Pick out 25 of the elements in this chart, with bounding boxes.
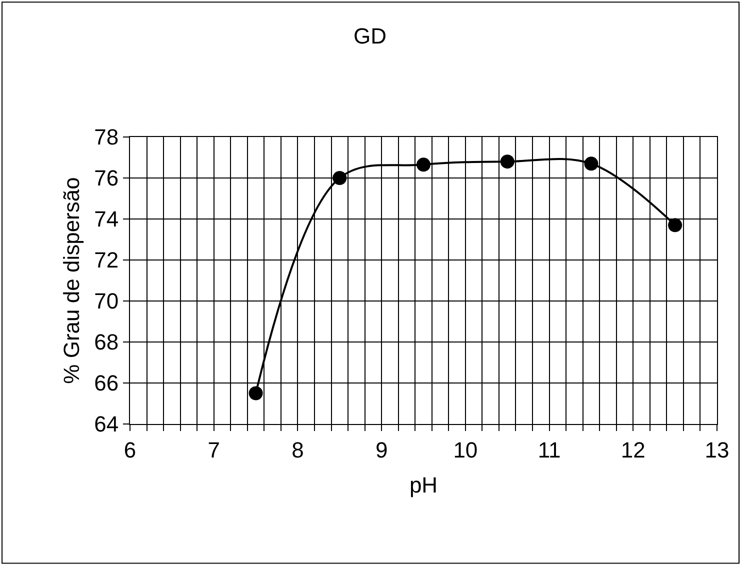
y-tick-label: 74	[94, 206, 119, 232]
x-axis-title: pH	[409, 472, 438, 498]
x-tick-label: 10	[453, 437, 478, 462]
x-tick-label: 9	[375, 437, 388, 462]
x-tick-label: 12	[620, 437, 646, 462]
x-tick-label: 6	[124, 437, 136, 462]
x-tick-label: 7	[208, 437, 220, 462]
y-axis-title: % Grau de dispersão	[58, 177, 84, 384]
y-tick-label: 64	[94, 412, 119, 437]
point	[416, 158, 430, 172]
y-tick-label: 76	[94, 166, 119, 191]
point	[248, 386, 263, 400]
y-tick-label: 66	[94, 370, 119, 396]
point	[584, 156, 598, 171]
point	[500, 154, 514, 169]
x-tick-label: 11	[538, 437, 561, 462]
chart-title: GD	[354, 24, 386, 49]
x-tick-label: 8	[292, 437, 304, 462]
point	[332, 171, 347, 185]
x-tick-label: 13	[704, 437, 730, 462]
point	[668, 218, 682, 232]
y-tick-label: 78	[94, 124, 119, 150]
y-tick-label: 72	[94, 248, 119, 273]
y-tick-label: 70	[94, 288, 119, 314]
y-tick-label: 68	[94, 330, 119, 355]
